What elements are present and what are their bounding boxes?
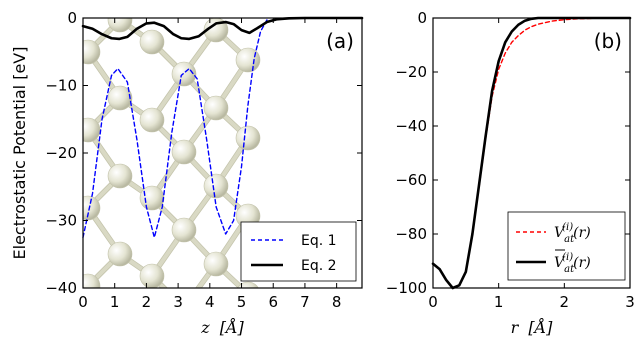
panel-a-y-tick-label: 0 <box>67 9 77 27</box>
lattice-atom <box>237 281 259 288</box>
panel-b-x-tick-label: 2 <box>560 293 570 311</box>
lattice-atom <box>139 263 165 288</box>
lattice-atom <box>171 61 197 87</box>
panel-a-legend: Eq. 1 Eq. 2 <box>240 221 357 282</box>
legend-label-eq2: Eq. 2 <box>301 258 337 274</box>
panel-a: 0 1 2 3 4 5 6 7 8 0 −10 −20 −30 −40 (a) Electrostatic… <box>10 9 364 343</box>
lattice-atom <box>108 320 132 343</box>
panel-b-y-tick-label: −60 <box>395 171 427 189</box>
panel-a-x-tick-label: 5 <box>237 293 247 311</box>
lattice-atom <box>203 173 229 199</box>
lattice-atom <box>83 273 101 288</box>
panel-a-series-line-0 <box>82 19 268 239</box>
panel-a-label: (a) <box>326 29 354 53</box>
panel-a-y-tick-label: −30 <box>45 212 77 230</box>
panel-a-x-axis-label: z [Å] <box>200 317 244 337</box>
legend-label-vat-bar: Vat(i)(r) <box>554 252 591 275</box>
panel-a-x-tick-label: 7 <box>300 293 310 311</box>
panel-a-x-tick-label: 2 <box>142 293 152 311</box>
lattice-atom <box>203 95 229 121</box>
panel-a-x-tick-label: 6 <box>268 293 278 311</box>
legend-label-vat: Vat(i)(r) <box>554 222 591 245</box>
panel-b-x-axis-label: r [Å] <box>511 317 554 337</box>
panel-a-y-tick-label: −10 <box>45 77 77 95</box>
legend-vatbar-arg: (r) <box>573 255 591 271</box>
panel-b: 0 1 2 30−20−40−60−80−100 (b) r [Å] Vat(i)(r… <box>386 9 635 337</box>
lattice-atom <box>171 217 197 243</box>
legend-vatbar-sup: (i) <box>562 252 573 263</box>
panel-b-ticks: 0 1 2 3 0 −20 −40 −60 −80 −100 <box>386 9 635 311</box>
panel-a-x-tick-label: 0 <box>78 293 88 311</box>
lattice-atom <box>107 163 133 189</box>
panel-a-ticks: 0 1 2 3 4 5 6 7 8 0 −10 −20 −30 −40 <box>45 9 362 311</box>
lattice-group <box>83 18 261 343</box>
lattice-atom <box>235 47 261 73</box>
lattice-atom <box>139 29 165 55</box>
legend-label-eq1: Eq. 1 <box>301 233 337 249</box>
panel-b-y-tick-label: −100 <box>386 279 427 297</box>
lattice-atom <box>107 241 133 267</box>
panel-b-label: (b) <box>594 29 622 53</box>
lattice-atom <box>107 85 133 111</box>
legend-vat-sup: (i) <box>562 222 573 233</box>
panel-a-series-line-1 <box>81 16 364 41</box>
lattice-atom <box>83 39 101 65</box>
panel-a-y-tick-label: −20 <box>45 144 77 162</box>
lattice-atom <box>235 125 261 151</box>
panel-b-x-axis-unit: [Å] <box>528 317 553 337</box>
panel-b-y-tick-label: 0 <box>417 9 427 27</box>
panel-b-y-tick-label: −40 <box>395 117 427 135</box>
lattice-atom <box>203 18 229 43</box>
panel-a-x-axis-variable: z <box>200 318 210 337</box>
legend-vat-sub: at <box>564 234 575 245</box>
panel-a-x-tick-label: 1 <box>110 293 120 311</box>
panel-b-legend-box <box>507 211 626 281</box>
panel-b-x-tick-label: 0 <box>428 293 438 311</box>
panel-a-legend-box <box>240 221 357 282</box>
panel-a-x-tick-label: 4 <box>205 293 215 311</box>
legend-vatbar-sub: at <box>564 264 575 275</box>
panel-a-x-tick-label: 8 <box>332 293 342 311</box>
lattice-atom <box>171 139 197 165</box>
lattice-atom <box>139 185 165 211</box>
lattice-atom <box>203 251 229 277</box>
legend-vat-base: V <box>554 225 566 241</box>
panel-a-x-axis-unit: [Å] <box>220 317 245 337</box>
panel-b-frame <box>432 17 631 289</box>
legend-vatbar-base: V <box>554 255 566 271</box>
lattice-atom <box>83 117 101 143</box>
lattice-atom <box>139 107 165 133</box>
lattice-atom <box>107 18 133 33</box>
panel-a-y-axis-label: Electrostatic Potential [eV] <box>10 47 29 260</box>
panel-b-x-axis-variable: r <box>511 318 520 337</box>
panel-b-y-tick-label: −20 <box>395 63 427 81</box>
panel-a-series <box>81 16 364 239</box>
panel-a-x-tick-label: 3 <box>173 293 183 311</box>
panel-b-x-tick-label: 3 <box>625 293 635 311</box>
panel-b-y-tick-label: −80 <box>395 225 427 243</box>
legend-vat-arg: (r) <box>573 225 591 241</box>
atomic-lattice-illustration <box>83 18 261 343</box>
panel-b-legend: Vat(i)(r) Vat(i)(r) <box>507 211 626 281</box>
panel-b-x-tick-label: 1 <box>494 293 504 311</box>
panel-a-y-tick-label: −40 <box>45 279 77 297</box>
